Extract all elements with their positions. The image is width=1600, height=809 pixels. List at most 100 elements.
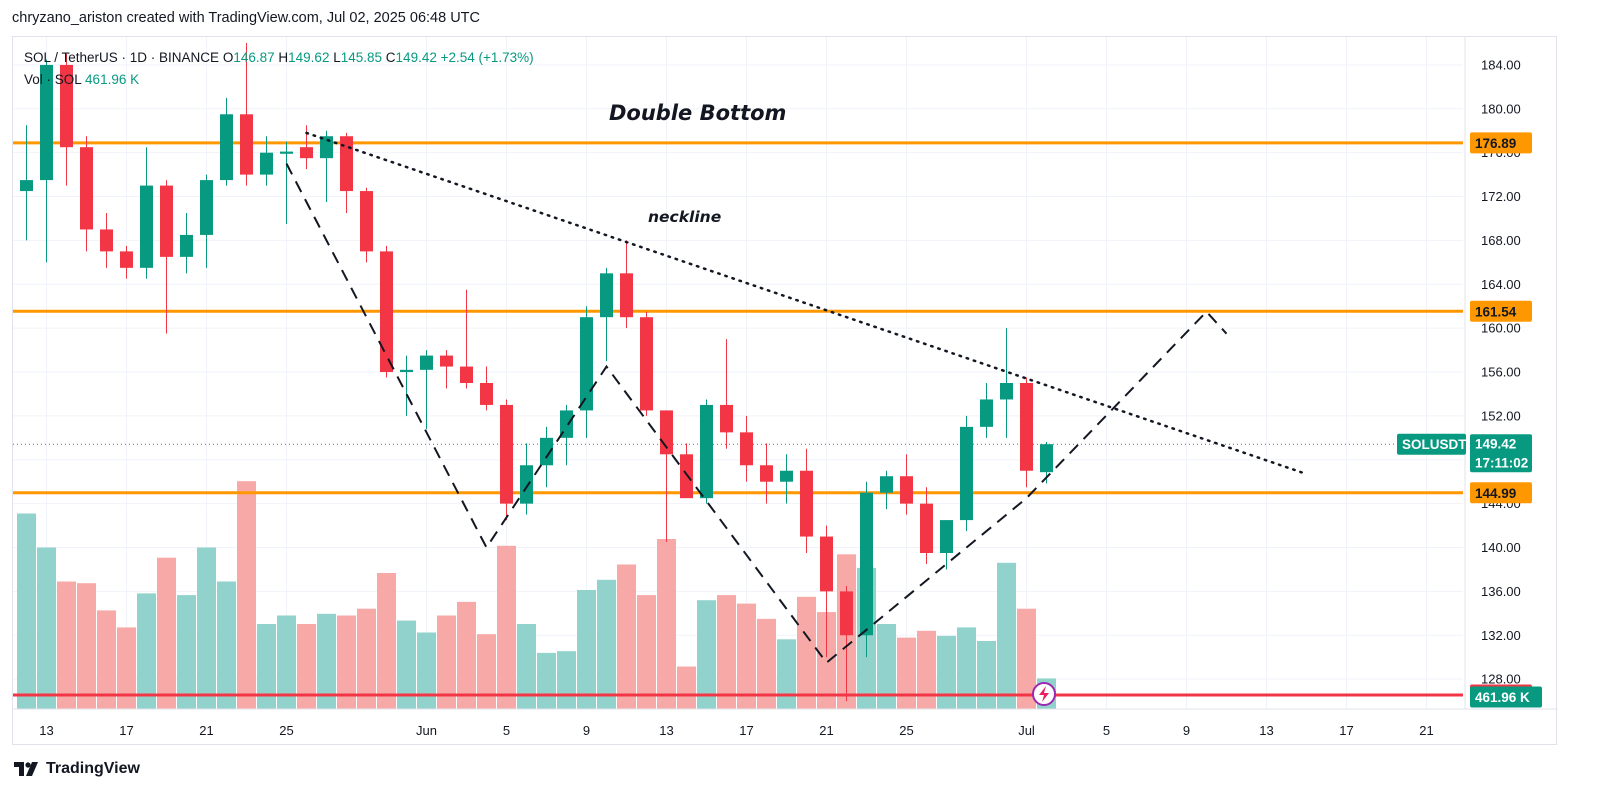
time-tick-label: 13 — [659, 723, 673, 738]
candle-body — [180, 234, 193, 257]
volume-bar — [457, 601, 476, 709]
candle-body — [800, 470, 813, 537]
volume-bar — [417, 632, 436, 709]
low-value: 145.85 — [340, 50, 383, 65]
last-price-badge-text: 149.42 — [1475, 437, 1516, 452]
price-tick-label: 128.00 — [1481, 672, 1521, 687]
volume-badge: 461.96 K — [1470, 686, 1542, 708]
last-price-badge-text: 17:11:02 — [1475, 456, 1528, 471]
low-label: L — [333, 50, 341, 65]
candle-body — [140, 185, 153, 268]
change-value: +2.54 (+1.73%) — [440, 50, 534, 65]
candle-body — [460, 366, 473, 383]
volume-bar — [257, 624, 276, 709]
candle-body — [960, 426, 973, 521]
price-tick-label: 140.00 — [1481, 540, 1521, 555]
volume-bar — [997, 562, 1016, 709]
volume-bar — [17, 513, 36, 709]
candle-body — [940, 520, 953, 553]
candle-body — [40, 64, 53, 181]
level-badge-text: 161.54 — [1475, 304, 1517, 319]
volume-bar — [157, 557, 176, 709]
volume-bar — [737, 603, 756, 709]
price-tick-label: 156.00 — [1481, 365, 1521, 380]
volume-bar — [637, 595, 656, 709]
price-tick-label: 172.00 — [1481, 189, 1521, 204]
volume-bar — [497, 545, 516, 709]
volume-bar — [937, 635, 956, 709]
candle-body — [760, 465, 773, 482]
volume-bar — [77, 583, 96, 709]
volume-bar — [317, 613, 336, 709]
candle-body — [280, 151, 293, 154]
tradingview-brand[interactable]: TradingView — [14, 760, 140, 778]
neckline-label: neckline — [648, 208, 721, 226]
time-tick-label: 25 — [279, 723, 293, 738]
volume-bar — [517, 624, 536, 709]
symbol-legend[interactable]: SOL / TetherUS · 1D · BINANCE O146.87 H1… — [24, 47, 534, 91]
candle-body — [520, 465, 533, 504]
candle-body — [240, 114, 253, 175]
volume-bar — [277, 615, 296, 709]
candle-body — [600, 273, 613, 318]
price-tick-label: 184.00 — [1481, 57, 1521, 72]
symbol-badge-bg — [1397, 433, 1466, 455]
neckline-dotted-line — [305, 131, 1308, 476]
chart-area[interactable]: Double Bottom neckline 128.00 132.00 136.00… — [12, 36, 1558, 746]
tradingview-logo-icon — [14, 762, 38, 776]
price-tick-label: 132.00 — [1481, 628, 1521, 643]
candle-body — [360, 191, 373, 252]
open-label: O — [222, 50, 234, 65]
candle-body — [160, 185, 173, 257]
symbol-title[interactable]: SOL / TetherUS · 1D · BINANCE — [24, 50, 220, 65]
candle-body — [60, 64, 73, 148]
price-tick-label: 152.00 — [1481, 408, 1521, 423]
candle-body — [980, 399, 993, 427]
candle-body — [920, 503, 933, 553]
volume-bar — [977, 641, 996, 709]
volume-bar — [877, 624, 896, 709]
time-tick-label: 17 — [1339, 723, 1353, 738]
volume-bar — [1017, 608, 1036, 709]
volume-label[interactable]: Vol · SOL — [24, 72, 82, 87]
level-badge-text: 144.99 — [1475, 486, 1516, 501]
last-price-badge-bg — [1470, 434, 1532, 473]
volume-badge-text: 461.96 K — [1475, 690, 1530, 705]
candle-body — [1040, 444, 1053, 473]
volume-bar — [57, 581, 76, 709]
volume-bar — [797, 596, 816, 709]
time-tick-label: 13 — [39, 723, 53, 738]
annotations: Double Bottom neckline — [285, 101, 1308, 706]
double-bottom-pattern-path — [285, 163, 1228, 665]
open-value: 146.87 — [233, 50, 275, 65]
chart-credit: chryzano_ariston created with TradingVie… — [12, 10, 481, 26]
candle-body — [100, 229, 113, 252]
candle-body — [1020, 383, 1033, 471]
candle-body — [480, 383, 493, 405]
volume-bar — [137, 593, 156, 709]
volume-bar — [677, 666, 696, 709]
volume-bar — [337, 615, 356, 709]
candle-body — [780, 470, 793, 482]
price-tick-label: 136.00 — [1481, 584, 1521, 599]
candle-body — [120, 251, 133, 268]
volume-bar — [717, 595, 736, 709]
candle-body — [400, 369, 413, 373]
candle-body — [620, 273, 633, 318]
level-badge-bg — [1470, 482, 1532, 504]
time-tick-label: 17 — [119, 723, 133, 738]
candle-body — [820, 536, 833, 592]
candle-body — [320, 136, 333, 159]
close-label: C — [385, 50, 396, 65]
price-chart[interactable]: Double Bottom neckline 128.00 132.00 136.00… — [13, 37, 1558, 746]
candle-body — [300, 147, 313, 159]
volume-bar — [357, 608, 376, 709]
candle-body — [380, 251, 393, 373]
level-badge-bg — [1470, 300, 1532, 322]
volume-bar — [897, 637, 916, 709]
time-tick-label: 21 — [819, 723, 833, 738]
price-tick-label: 168.00 — [1481, 233, 1521, 248]
candle-body — [720, 404, 733, 433]
price-tick-label: 180.00 — [1481, 101, 1521, 116]
level-badge-bg — [1470, 132, 1532, 154]
